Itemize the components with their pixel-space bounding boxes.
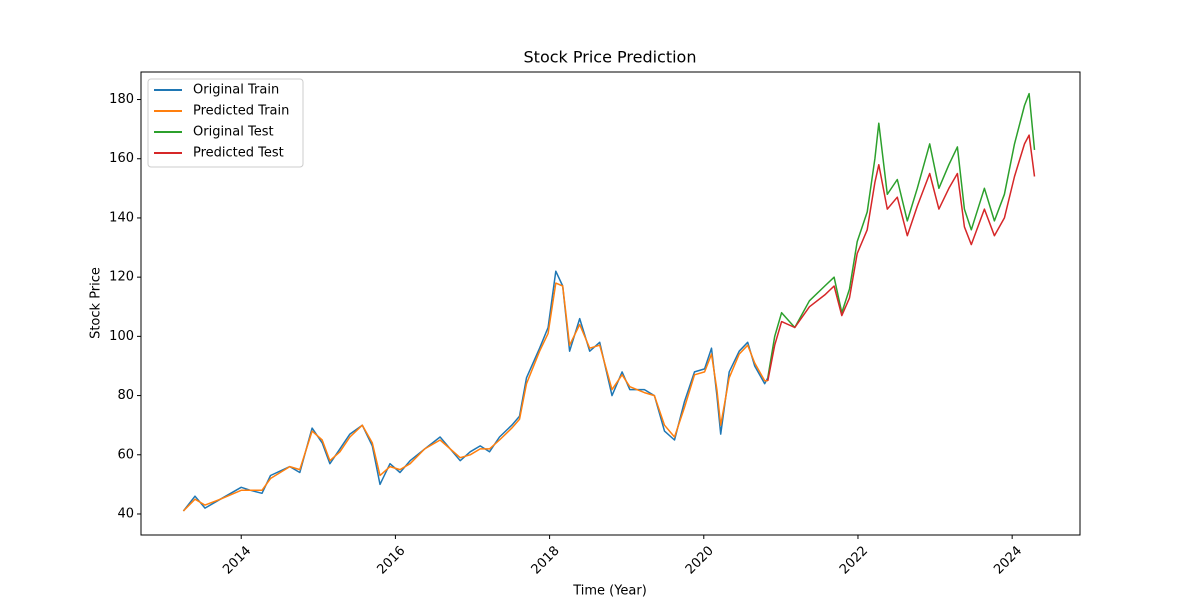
y-tick-label: 180 [109, 92, 134, 107]
y-tick-label: 140 [109, 210, 134, 225]
y-tick-label: 120 [109, 270, 134, 285]
data-line [767, 92, 1036, 378]
x-axis-label: Time (Year) [572, 584, 647, 599]
data-line [767, 134, 1036, 381]
legend-label: Original Test [193, 125, 274, 140]
y-tick-label: 100 [109, 329, 134, 344]
y-tick-label: 160 [109, 151, 134, 166]
chart-title: Stock Price Prediction [524, 48, 697, 67]
legend-label: Predicted Train [193, 104, 289, 119]
legend-box [147, 78, 304, 168]
y-tick-label: 40 [117, 506, 134, 521]
plot-frame [140, 71, 1081, 536]
y-tick-label: 80 [117, 388, 134, 403]
y-tick-label: 60 [117, 447, 134, 462]
y-axis-label: Stock Price [89, 267, 104, 339]
legend: Original Train Predicted Train Original Te… [147, 78, 304, 168]
legend-label: Predicted Test [193, 146, 284, 161]
legend-label: Original Train [193, 83, 279, 98]
data-line [182, 282, 768, 512]
